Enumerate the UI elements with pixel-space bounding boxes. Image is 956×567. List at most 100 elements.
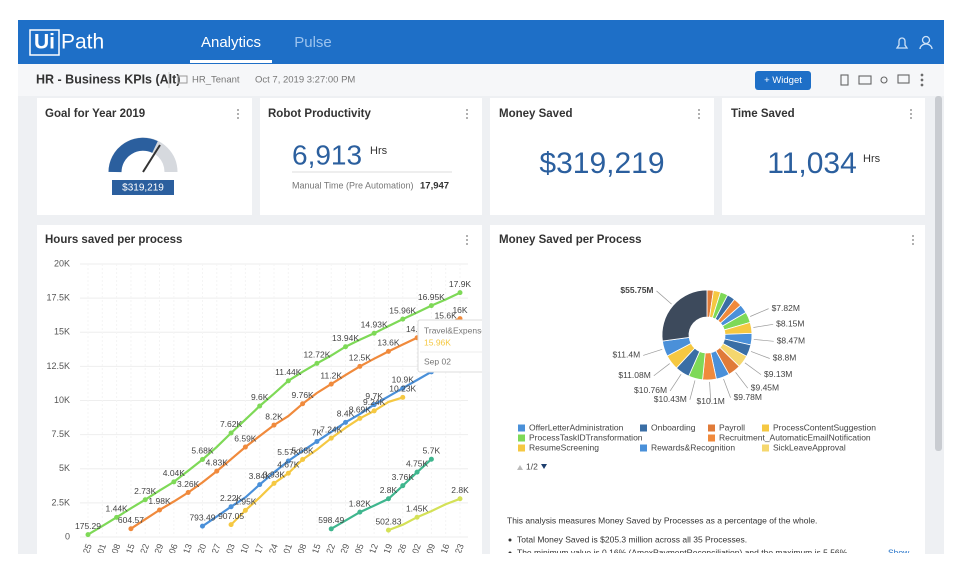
x-tick-label: 17 <box>253 542 266 555</box>
point <box>228 504 234 510</box>
data-label: 3.84K <box>249 471 272 481</box>
point <box>457 496 463 502</box>
bullet-text: The minimum value is 0.16% (AmexPaymentR… <box>517 547 848 557</box>
data-label: 11.44K <box>275 367 302 377</box>
card-menu[interactable] <box>237 109 914 245</box>
point <box>285 458 291 464</box>
legend-page: 1/2 <box>526 461 538 471</box>
slice-label: $10.76M <box>634 385 667 395</box>
card <box>722 98 925 215</box>
point <box>171 479 177 485</box>
data-label: 3.76K <box>392 472 415 482</box>
card <box>37 98 252 215</box>
point <box>114 514 120 520</box>
dashboard-title: HR - Business KPIs (Alt) <box>36 72 180 86</box>
data-label: 502.83 <box>375 516 401 526</box>
point <box>357 363 363 369</box>
legend-label: SickLeaveApproval <box>773 442 846 452</box>
x-tick-label: 12 <box>367 542 380 555</box>
leader <box>653 363 670 377</box>
point <box>343 419 349 425</box>
point <box>85 532 91 538</box>
point <box>242 444 248 450</box>
toolbar-icons[interactable] <box>840 73 924 87</box>
data-label: 1.82K <box>349 498 372 508</box>
x-tick-label: 29 <box>153 542 166 555</box>
x-tick-label: 29 <box>339 542 352 555</box>
legend-swatch <box>518 424 525 432</box>
data-label: 9.6K <box>251 392 269 402</box>
kpi-note: Manual Time (Pre Automation) <box>292 180 414 190</box>
legend-label: OfferLetterAdministration <box>529 422 624 432</box>
card-title: Time Saved <box>731 108 795 120</box>
slice-label: $11.08M <box>618 370 650 380</box>
x-tick-label: 03 <box>224 542 237 555</box>
point <box>128 526 134 532</box>
legend-label: Recruitment_AutomaticEmailNotification <box>719 432 871 442</box>
pie-chart: $7.82M $8.15M $8.47M $8.8M $9.13M $9.45M$9.78… <box>507 285 910 557</box>
x-tick-label: 24 <box>267 542 280 555</box>
data-label: 175.29 <box>75 521 101 531</box>
show-link[interactable]: Show <box>888 547 910 557</box>
tooltip-date: Sep 02 <box>424 356 451 366</box>
data-label: 16K <box>452 305 467 315</box>
data-label: 13.6K <box>377 338 400 348</box>
data-label: 17.9K <box>449 279 472 289</box>
tenant[interactable]: HR_Tenant <box>192 75 240 86</box>
series-line <box>330 458 433 530</box>
data-label: 7.62K <box>220 419 243 429</box>
data-label: 5.7K <box>423 445 441 455</box>
kpi-unit: Hrs <box>370 145 388 157</box>
slice-label: $8.8M <box>773 353 797 363</box>
point <box>328 526 334 532</box>
x-tick-label: 26 <box>396 542 409 555</box>
widget-button[interactable] <box>755 71 811 90</box>
y-tick-label: 7.5K <box>51 429 70 439</box>
x-tick-label: 10 <box>238 542 251 555</box>
gauge-needle <box>142 144 161 173</box>
legend-swatch <box>518 434 525 442</box>
legend-swatch <box>708 424 715 432</box>
top-bar <box>18 20 944 64</box>
point <box>199 523 205 529</box>
y-tick-label: 12.5K <box>46 361 70 371</box>
logo: Path <box>61 31 104 54</box>
point <box>343 344 349 350</box>
point <box>414 469 420 475</box>
data-label: 3.93K <box>263 470 286 480</box>
logo-box <box>29 29 60 56</box>
x-tick-label: 01 <box>95 542 108 555</box>
legend-next <box>541 464 547 469</box>
scrollbar[interactable] <box>935 96 942 451</box>
data-label: 1.45K <box>406 503 429 513</box>
data-label: 5.68K <box>292 446 315 456</box>
legend-prev[interactable] <box>517 465 523 470</box>
point <box>414 514 420 520</box>
kpi-value: 6,913 <box>292 139 362 170</box>
data-label: 16.95K <box>418 292 445 302</box>
point <box>428 456 434 462</box>
data-label: 4.83K <box>206 457 229 467</box>
legend-label: Onboarding <box>651 422 696 432</box>
bell-icon[interactable] <box>895 37 909 49</box>
point <box>199 456 205 462</box>
kpi-value: 11,034 <box>767 147 857 180</box>
user-icon <box>919 43 933 50</box>
kpi-unit: Hrs <box>863 153 881 165</box>
tooltip-value: 15.96K <box>424 337 451 347</box>
data-label: 9.24K <box>363 397 386 407</box>
tab[interactable]: Analytics <box>201 34 261 51</box>
gauge-label-bg <box>112 180 174 195</box>
leader <box>744 362 762 375</box>
kpi-value: $319,219 <box>539 147 664 180</box>
data-label: 2.8K <box>451 485 469 495</box>
bullet <box>508 551 512 553</box>
tab[interactable]: Pulse <box>294 34 332 51</box>
card-title: Money Saved per Process <box>499 234 642 246</box>
legend-label: ResumeScreening <box>529 442 599 452</box>
data-label: 8.2K <box>265 411 283 421</box>
x-tick-label: 02 <box>410 542 423 555</box>
point <box>371 408 377 414</box>
data-label: 12.72K <box>303 350 330 360</box>
